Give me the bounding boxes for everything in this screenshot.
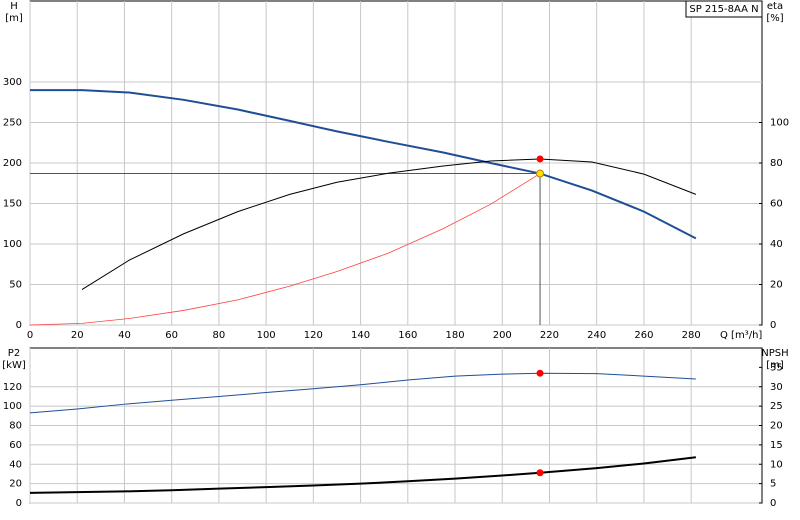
y-axis-unit: [kW] [2,360,26,371]
y-tick-label: 0 [16,498,22,509]
marker [536,469,544,477]
x-tick-label: 260 [634,330,653,341]
y2-tick-label: 40 [770,239,783,250]
y2-tick-label: 0 [770,498,776,509]
x-tick-label: 240 [587,330,606,341]
y-tick-label: 200 [3,158,22,169]
y2-tick-label: 15 [770,440,783,451]
x-tick-label: 200 [493,330,512,341]
curve [29,173,541,326]
x-tick-label: 100 [257,330,276,341]
y2-axis-unit: [m] [766,360,784,371]
marker [536,155,544,163]
x-tick-label: 40 [118,330,131,341]
y2-tick-label: 30 [770,382,783,393]
y-tick-label: 300 [3,77,22,88]
curve [81,158,697,290]
y-tick-label: 60 [9,440,22,451]
model-label: SP 215-8AA N [689,4,758,15]
y2-tick-label: 20 [770,280,783,291]
x-tick-label: 160 [398,330,417,341]
y-axis-label: H [10,1,18,12]
curve [30,89,697,240]
y2-tick-label: 100 [770,118,789,129]
x-tick-label: 80 [213,330,226,341]
x-tick-label: 60 [165,330,178,341]
y-tick-label: 120 [3,382,22,393]
x-tick-label: 220 [540,330,559,341]
x-tick-label: 120 [304,330,323,341]
y-tick-label: 150 [3,199,22,210]
y-tick-label: 100 [3,401,22,412]
y2-tick-label: 5 [770,479,776,490]
y-tick-label: 250 [3,118,22,129]
y2-axis-label: eta [767,1,783,12]
marker [536,169,545,178]
y-tick-label: 80 [9,421,22,432]
y2-tick-label: 60 [770,199,783,210]
x-tick-label: 0 [27,330,33,341]
model-box [685,0,763,18]
y-axis-unit: [m] [5,13,23,24]
y2-tick-label: 0 [770,320,776,331]
y-tick-label: 20 [9,479,22,490]
y2-tick-label: 25 [770,401,783,412]
x-tick-label: 140 [351,330,370,341]
y2-tick-label: 20 [770,421,783,432]
x-tick-label: 20 [71,330,84,341]
x-tick-label: 280 [682,330,701,341]
y2-axis-unit: [%] [766,13,783,24]
y-tick-label: 40 [9,459,22,470]
y2-axis-label: NPSH [761,348,788,359]
y-tick-label: 0 [16,320,22,331]
curve [29,456,696,494]
x-tick-label: 180 [445,330,464,341]
marker [536,369,544,377]
y-tick-label: 100 [3,239,22,250]
y2-tick-label: 80 [770,158,783,169]
y-axis-label: P2 [8,348,20,359]
y-tick-label: 50 [9,280,22,291]
x-axis-label: Q [m³/h] [720,330,762,341]
curve [29,372,696,414]
y2-tick-label: 35 [770,362,783,373]
y2-tick-label: 10 [770,459,783,470]
